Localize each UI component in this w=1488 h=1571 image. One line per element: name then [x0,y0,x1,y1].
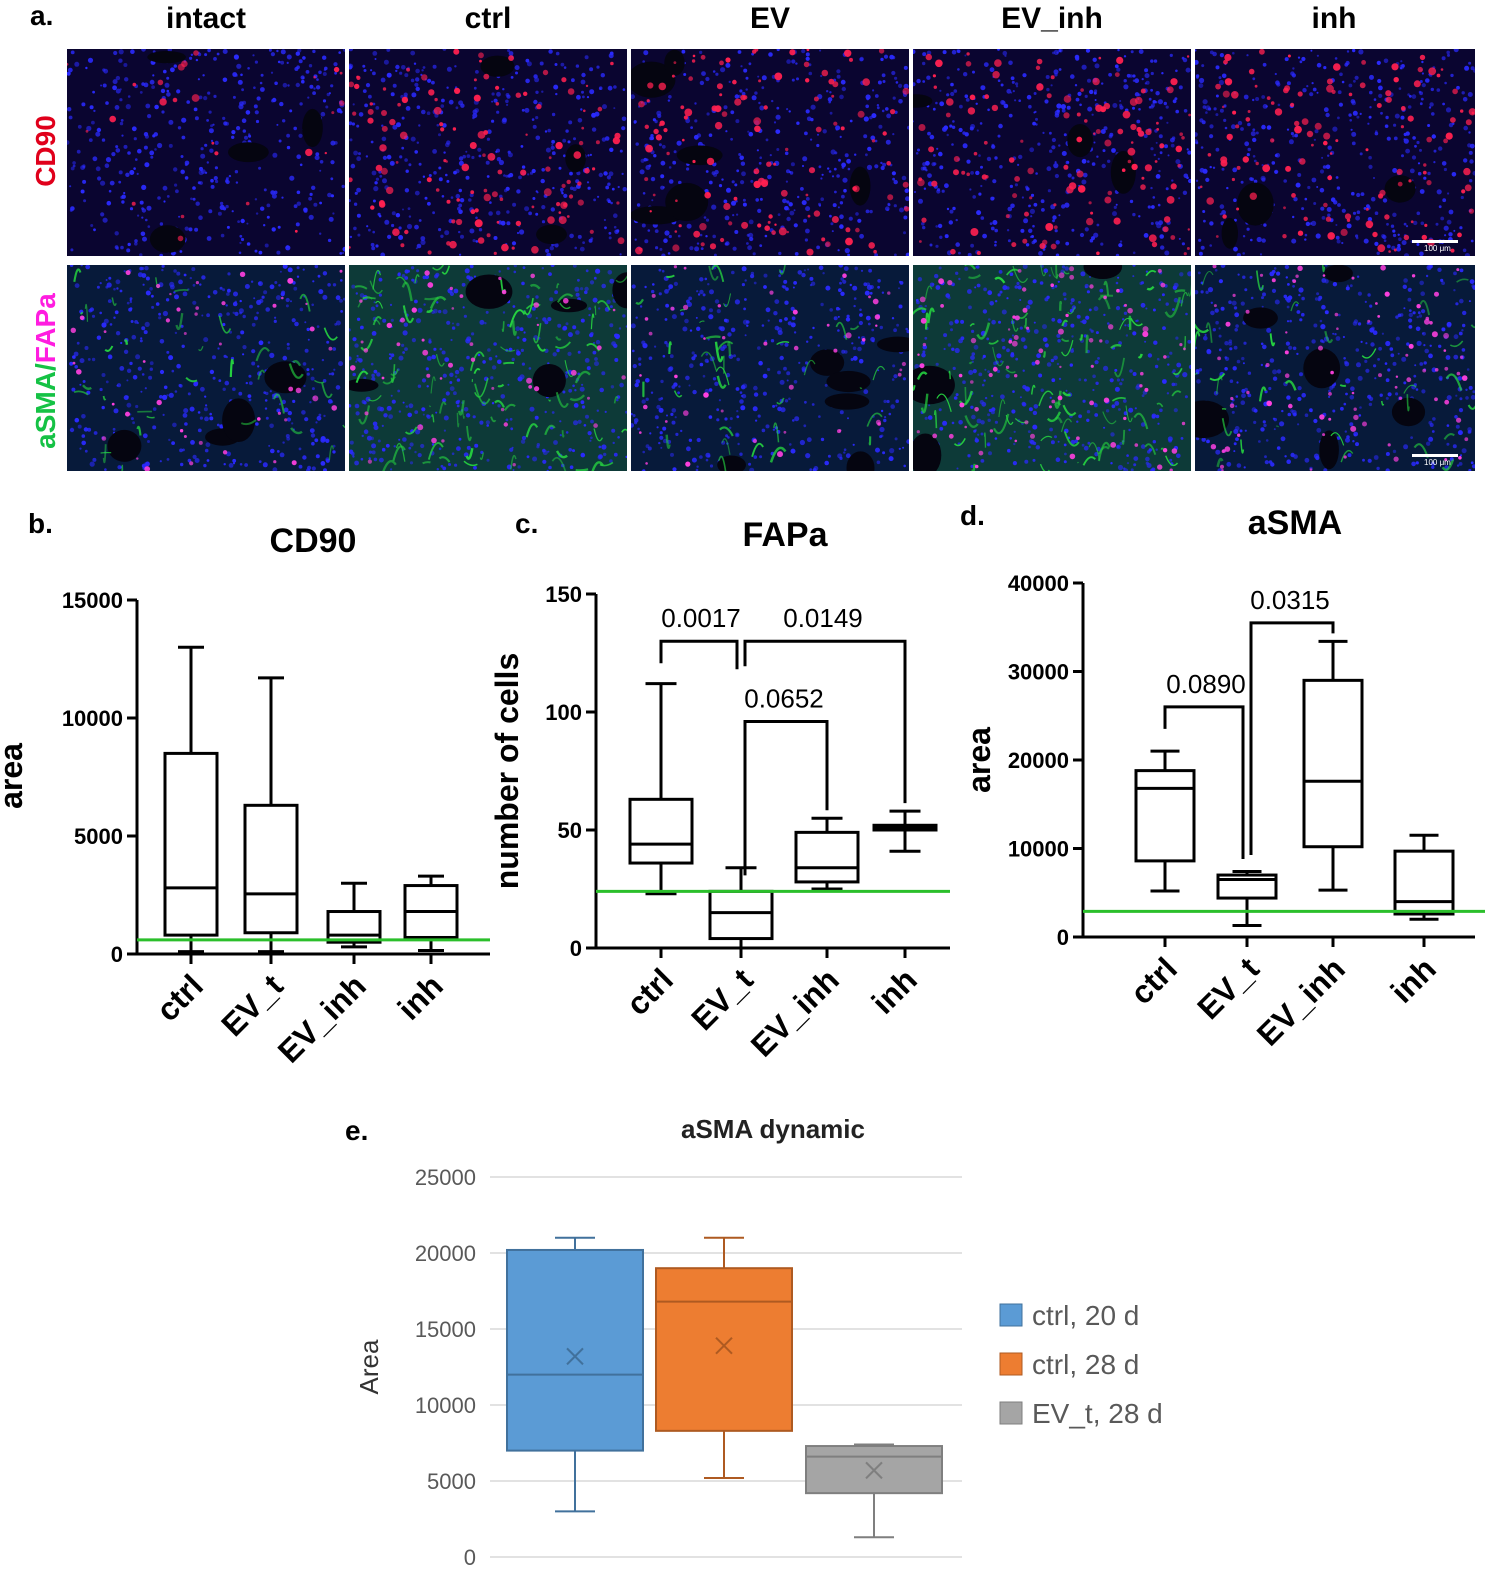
micro-asma-inh [1195,265,1475,471]
chart-b-ytick-label: 10000 [62,706,123,731]
chart-e-legend-swatch-0 [999,1303,1023,1327]
chart-c-significance-bracket [743,639,907,804]
chart-d-box-ctrl [1134,769,1196,863]
chart-b-xtick-label: EV_t [214,967,290,1043]
chart-b-box-ev-inh [326,910,382,944]
micro-cd90-inh [1195,49,1475,256]
chart-c-box-ev-t [708,889,774,941]
panel-e-letter: e. [345,1115,369,1146]
chart-c-box-ev-inh [794,830,860,884]
chart-c-significance-bracket [659,639,739,670]
column-header-intact: intact [165,2,246,35]
panel-d-letter: d. [960,500,985,531]
chart-b-ytick-label: 0 [111,942,123,967]
panel-c-letter: c. [515,508,539,539]
chart-c-ytick-label: 0 [570,936,582,961]
micro-asma-ev [631,265,909,471]
chart-b-ylabel: area [0,743,29,809]
panel-a-letter: a. [30,0,54,31]
micro-asma-intact [67,265,345,471]
micro-asma-ctrl [349,265,627,471]
chart-d-significance-bracket [1163,705,1245,860]
chart-b-xtick-label: EV_inh [271,967,373,1069]
chart-c-box-ctrl [628,797,694,865]
chart-b-ytick-label: 15000 [62,588,123,613]
chart-c-ytick-label: 50 [558,818,582,843]
chart-e-ytick-label: 0 [464,1545,476,1570]
chart-e-legend-label-1: ctrl, 28 d [1032,1349,1139,1380]
chart-d-xtick-label: EV_inh [1250,950,1352,1052]
chart-c-xtick-label: EV_inh [744,961,846,1063]
chart-d-p-value: 0.0890 [1166,669,1246,699]
chart-d-ylabel: area [961,727,997,793]
chart-e-ylabel: Area [354,1339,384,1394]
chart-e-box-0 [506,1248,644,1452]
chart-d-title: aSMA [1248,504,1342,542]
chart-e-legend-swatch-1 [999,1352,1023,1376]
chart-d-ytick-label: 20000 [1008,748,1069,773]
chart-c-xtick-label: ctrl [619,961,680,1022]
column-header-ev-inh: EV_inh [1001,2,1103,35]
scale-bar-top-label: 100 μm [1424,244,1451,253]
chart-c-ytick-label: 150 [545,582,582,607]
chart-e-ytick-label: 10000 [415,1393,476,1418]
chart-e-title: aSMA dynamic [681,1114,865,1144]
chart-d-box-inh [1393,849,1455,916]
scale-bar-bottom [1412,454,1458,457]
micro-asma-ev-inh [913,265,1191,471]
chart-e-box-0-mean-marker [566,1347,584,1366]
chart-d-box-ev-inh [1302,678,1364,849]
chart-d-ytick-label: 30000 [1008,660,1069,685]
scale-bar-top [1412,240,1458,243]
chart-c-ytick-label: 100 [545,700,582,725]
chart-c-xtick-label: inh [865,961,924,1020]
chart-b-box-ev-t [243,803,299,935]
chart-b-xtick-label: ctrl [149,967,210,1028]
chart-d-ytick-label: 0 [1057,925,1069,950]
chart-c-significance-bracket [743,719,829,876]
chart-b-xtick-label: inh [391,967,450,1026]
chart-e-ytick-label: 20000 [415,1241,476,1266]
chart-c-title: FAPa [742,516,828,554]
chart-d-significance-bracket [1249,621,1335,856]
scale-bar-bottom-label: 100 μm [1424,458,1451,467]
chart-d-xtick-label: inh [1384,950,1443,1009]
micro-cd90-intact [67,49,345,256]
micro-cd90-ev [631,49,909,256]
chart-e-legend-label-0: ctrl, 20 d [1032,1300,1139,1331]
chart-c-p-value: 0.0017 [661,603,741,633]
chart-d-xtick-label: EV_t [1190,950,1266,1026]
chart-c-p-value: 0.0149 [783,603,863,633]
chart-e-ytick-label: 25000 [415,1165,476,1190]
chart-e-box-1-mean-marker [715,1337,733,1355]
chart-d-xtick-label: ctrl [1123,950,1184,1011]
chart-d-p-value: 0.0315 [1250,585,1330,615]
column-header-ctrl: ctrl [464,2,512,35]
chart-e-box-2-mean-marker [865,1461,883,1480]
column-header-ev: EV [749,2,791,35]
chart-b-box-ctrl [163,751,219,937]
chart-b-ytick-label: 5000 [74,824,123,849]
panel-b-letter: b. [28,508,53,539]
chart-d-ytick-label: 10000 [1008,837,1069,862]
chart-c-ylabel: number of cells [489,653,525,890]
chart-e-legend-label-2: EV_t, 28 d [1032,1398,1163,1429]
chart-c-p-value: 0.0652 [744,683,824,713]
micro-cd90-ev-inh [913,49,1191,256]
chart-e-legend-swatch-2 [999,1401,1023,1425]
micro-cd90-ctrl [349,49,627,256]
chart-e-ytick-label: 15000 [415,1317,476,1342]
chart-e-box-1 [655,1267,793,1432]
column-header-inh: inh [1311,2,1357,35]
chart-b-title: CD90 [270,522,357,560]
chart-e-ytick-label: 5000 [427,1469,476,1494]
chart-c-xtick-label: EV_t [684,961,760,1037]
chart-d-ytick-label: 40000 [1008,571,1069,596]
